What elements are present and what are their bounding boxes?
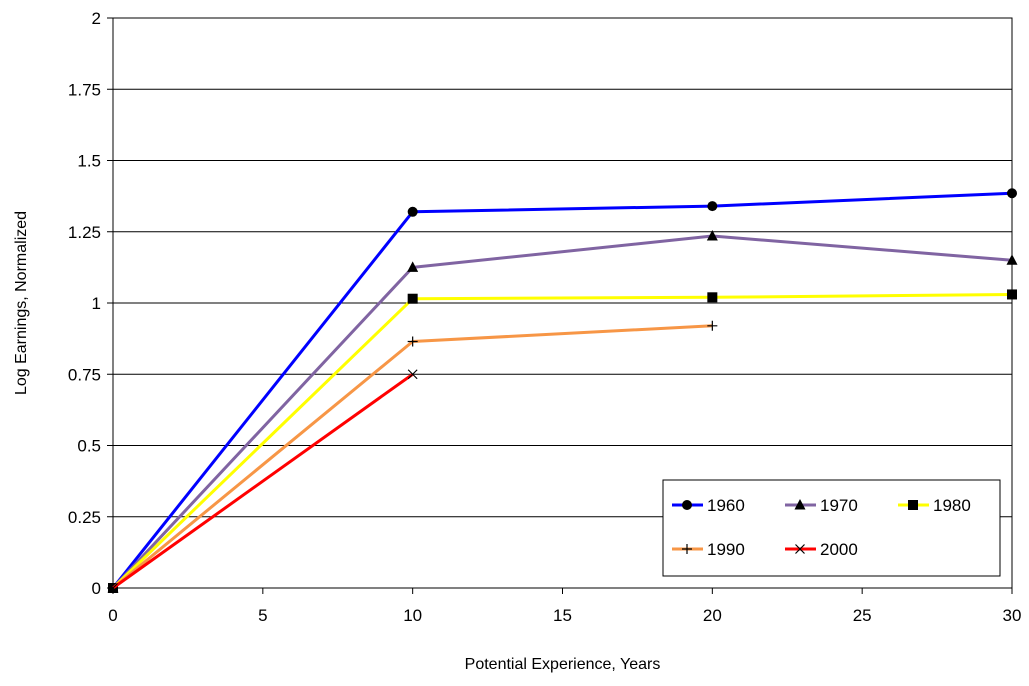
x-tick-label: 30 <box>1003 606 1022 625</box>
x-tick-label: 5 <box>258 606 267 625</box>
data-point <box>407 336 418 347</box>
legend-label: 1970 <box>820 496 858 515</box>
y-tick-label: 0.5 <box>77 437 101 456</box>
legend-box <box>662 479 1001 577</box>
y-axis-ticks: 0 0.25 0.5 0.75 1 1.25 1.5 1.75 2 <box>68 9 113 598</box>
data-point <box>707 320 718 331</box>
series-line <box>112 373 414 590</box>
legend-label: 1990 <box>707 540 745 559</box>
data-point <box>108 583 118 593</box>
data-point <box>794 499 806 510</box>
data-point <box>407 293 418 304</box>
legend-label: 2000 <box>820 540 858 559</box>
legend-item-1960: 1960 <box>672 496 745 515</box>
legend-label: 1960 <box>707 496 745 515</box>
y-tick-label: 2 <box>92 9 101 28</box>
y-tick-label: 0 <box>92 579 101 598</box>
x-tick-label: 25 <box>853 606 872 625</box>
legend-item-1990: 1990 <box>672 540 745 559</box>
series-2000 <box>108 369 418 593</box>
y-tick-label: 0.25 <box>68 508 101 527</box>
legend-item-1980: 1980 <box>898 496 971 515</box>
x-axis-title: Potential Experience, Years <box>465 656 661 673</box>
y-tick-label: 1.5 <box>77 152 101 171</box>
x-tick-label: 15 <box>553 606 572 625</box>
y-tick-label: 1 <box>92 294 101 313</box>
series-1990 <box>108 320 718 593</box>
legend-label: 1980 <box>933 496 971 515</box>
legend-item-1970: 1970 <box>785 496 858 515</box>
data-point <box>1007 289 1017 300</box>
data-point <box>908 500 918 510</box>
series-line <box>111 191 1013 589</box>
y-tick-label: 0.75 <box>68 365 101 384</box>
series-line <box>111 234 1013 590</box>
x-tick-label: 20 <box>703 606 722 625</box>
data-point <box>707 292 718 303</box>
data-point <box>407 261 419 272</box>
series-line <box>111 292 1013 590</box>
legend: 1960 1970 1980 1990 2000 <box>662 479 1001 577</box>
data-point <box>707 201 718 212</box>
x-tick-label: 10 <box>403 606 422 625</box>
y-tick-label: 1.75 <box>68 80 101 99</box>
x-tick-label: 0 <box>108 606 117 625</box>
data-point <box>407 206 418 217</box>
y-axis-title: Log Earnings, Normalized <box>13 211 30 395</box>
data-point <box>682 500 692 510</box>
data-point <box>407 369 418 380</box>
series-line <box>112 324 713 590</box>
data-point <box>706 230 718 241</box>
gridlines <box>113 88 1012 518</box>
data-point <box>682 544 692 554</box>
data-point <box>795 544 805 554</box>
x-axis-ticks: 0 5 10 15 20 25 30 <box>108 588 1021 625</box>
data-point <box>1007 188 1017 199</box>
y-tick-label: 1.25 <box>68 223 101 242</box>
data-point <box>1006 254 1018 265</box>
legend-item-2000: 2000 <box>785 540 858 559</box>
series-group <box>107 188 1018 593</box>
